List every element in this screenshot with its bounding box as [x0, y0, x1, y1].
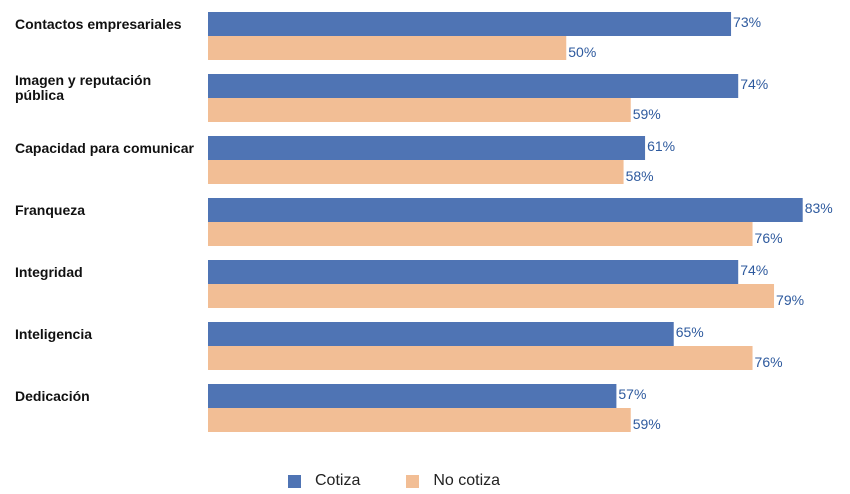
bar-no-cotiza-integridad — [208, 284, 775, 308]
value-label-no-cotiza-contactos-empresariales: 50% — [568, 44, 596, 60]
bar-cotiza-inteligencia — [208, 322, 674, 346]
bar-cotiza-contactos-empresariales — [208, 12, 732, 36]
value-label-no-cotiza-franqueza: 76% — [755, 230, 783, 246]
bar-cotiza-franqueza — [208, 198, 803, 222]
bar-no-cotiza-dedicacion — [208, 408, 631, 432]
bar-no-cotiza-capacidad-para-comunicar — [208, 160, 624, 184]
bar-cotiza-capacidad-para-comunicar — [208, 136, 646, 160]
bar-cotiza-integridad — [208, 260, 739, 284]
value-label-no-cotiza-capacidad-para-comunicar: 58% — [626, 168, 654, 184]
legend-label-cotiza: Cotiza — [315, 472, 361, 489]
category-label-contactos-empresariales: Contactos empresariales — [15, 16, 182, 32]
value-label-cotiza-franqueza: 83% — [805, 200, 833, 216]
value-label-no-cotiza-integridad: 79% — [776, 292, 804, 308]
legend-swatch-cotiza — [288, 474, 301, 488]
category-label-imagen-y-reputacion-publica: Imagen y reputación pública — [15, 72, 151, 103]
bar-no-cotiza-contactos-empresariales — [208, 36, 567, 60]
category-label-franqueza: Franqueza — [15, 202, 85, 218]
legend-label-no-cotiza: No cotiza — [433, 472, 501, 489]
bar-cotiza-imagen-y-reputacion-publica — [208, 74, 739, 98]
legend-swatch-no-cotiza — [406, 474, 420, 488]
bar-no-cotiza-inteligencia — [208, 346, 753, 370]
legend-item-cotiza: Cotiza — [288, 472, 360, 490]
value-label-no-cotiza-dedicacion: 59% — [633, 416, 661, 432]
legend-item-no-cotiza: No cotiza — [406, 472, 500, 490]
category-label-inteligencia: Inteligencia — [15, 326, 92, 342]
value-label-no-cotiza-inteligencia: 76% — [755, 354, 783, 370]
value-label-cotiza-integridad: 74% — [740, 262, 768, 278]
bar-cotiza-dedicacion — [208, 384, 617, 408]
bar-no-cotiza-imagen-y-reputacion-publica — [208, 98, 631, 122]
category-label-integridad: Integridad — [15, 264, 83, 280]
value-label-cotiza-inteligencia: 65% — [676, 324, 704, 340]
value-label-no-cotiza-imagen-y-reputacion-publica: 59% — [633, 106, 661, 122]
value-label-cotiza-dedicacion: 57% — [618, 386, 646, 402]
category-label-capacidad-para-comunicar: Capacidad para comunicar — [15, 140, 195, 156]
bar-no-cotiza-franqueza — [208, 222, 753, 246]
category-label-dedicacion: Dedicación — [15, 388, 90, 404]
legend: Cotiza No cotiza — [288, 472, 546, 490]
value-label-cotiza-contactos-empresariales: 73% — [733, 14, 761, 30]
value-label-cotiza-imagen-y-reputacion-publica: 74% — [740, 76, 768, 92]
value-label-cotiza-capacidad-para-comunicar: 61% — [647, 138, 675, 154]
